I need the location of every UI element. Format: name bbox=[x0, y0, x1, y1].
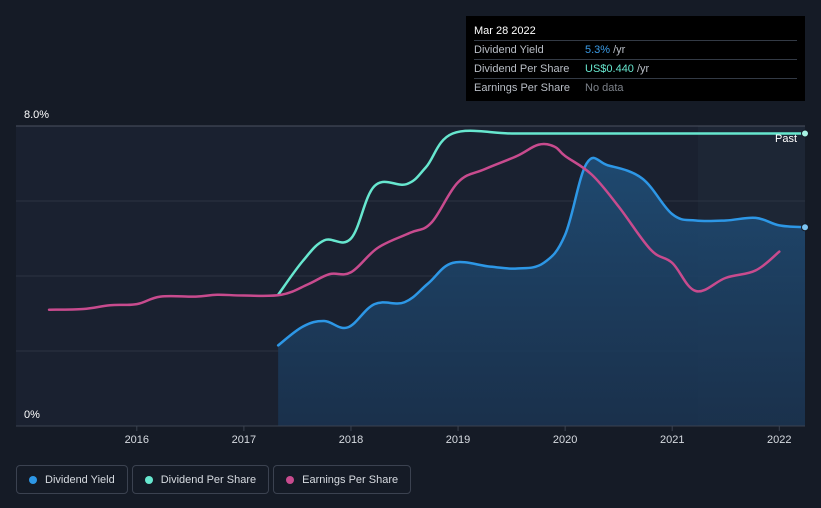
tooltip-value: 5.3% bbox=[585, 44, 611, 56]
dividend-yield-end-marker bbox=[801, 223, 809, 232]
legend-item-dividend-per-share[interactable]: Dividend Per Share bbox=[131, 465, 270, 494]
legend-dot-icon bbox=[286, 475, 295, 484]
y-axis-top-label: 8.0% bbox=[24, 109, 49, 121]
x-tick-label: 2018 bbox=[339, 434, 363, 446]
legend-label: Dividend Yield bbox=[45, 473, 115, 486]
x-tick-labels: 2016 2017 2018 2019 2020 2021 2022 bbox=[125, 426, 792, 446]
hover-tooltip: Mar 28 2022 Dividend Yield 5.3%/yr Divid… bbox=[466, 16, 805, 101]
y-axis-bottom-label: 0% bbox=[24, 409, 40, 421]
legend-label: Earnings Per Share bbox=[302, 473, 399, 486]
past-label: Past bbox=[775, 133, 797, 145]
tooltip-value: No data bbox=[585, 82, 624, 94]
series-markers bbox=[801, 129, 809, 232]
x-tick-label: 2017 bbox=[232, 434, 256, 446]
tooltip-row-dividend-yield: Dividend Yield 5.3%/yr bbox=[474, 41, 797, 60]
dividend-per-share-line bbox=[276, 129, 807, 296]
series-lines bbox=[47, 129, 807, 347]
tooltip-unit: /yr bbox=[636, 63, 650, 75]
legend-dot-icon bbox=[29, 475, 37, 484]
legend-item-dividend-yield[interactable]: Dividend Yield bbox=[16, 465, 128, 494]
tooltip-date: Mar 28 2022 bbox=[474, 16, 797, 41]
dividend-yield-line bbox=[276, 156, 807, 347]
series-fills bbox=[278, 157, 806, 426]
x-tick-label: 2022 bbox=[767, 434, 791, 446]
x-tick-label: 2016 bbox=[125, 434, 149, 446]
dividend-per-share-end-marker bbox=[801, 129, 809, 138]
x-tick-label: 2020 bbox=[553, 434, 577, 446]
tooltip-row-dividend-per-share: Dividend Per Share US$0.440/yr bbox=[474, 60, 797, 79]
tooltip-unit: /yr bbox=[613, 44, 626, 56]
tooltip-value: US$0.440 bbox=[585, 63, 634, 75]
tooltip-label: Earnings Per Share bbox=[474, 82, 570, 94]
x-tick-label: 2019 bbox=[446, 434, 470, 446]
earnings-per-share-line bbox=[47, 142, 781, 311]
legend-dot-icon bbox=[144, 475, 153, 484]
tooltip-label: Dividend Per Share bbox=[474, 63, 570, 75]
tooltip-row-earnings-per-share: Earnings Per Share No data bbox=[474, 79, 797, 97]
dividend-yield-area bbox=[278, 157, 806, 426]
x-tick-label: 2021 bbox=[660, 434, 684, 446]
chart-legend: Dividend Yield Dividend Per Share Earnin… bbox=[16, 465, 412, 494]
legend-label: Dividend Per Share bbox=[160, 473, 257, 486]
legend-item-earnings-per-share[interactable]: Earnings Per Share bbox=[273, 465, 412, 494]
tooltip-label: Dividend Yield bbox=[474, 44, 544, 56]
